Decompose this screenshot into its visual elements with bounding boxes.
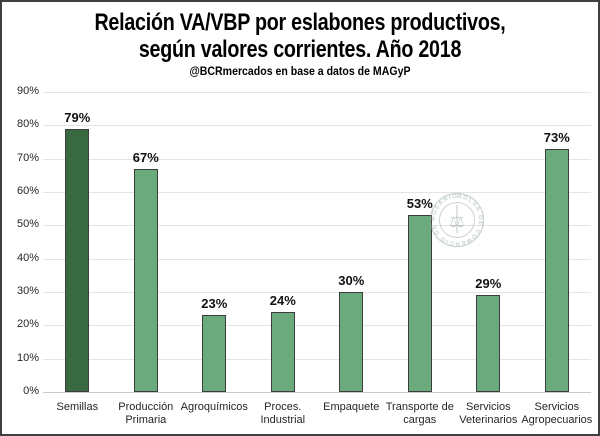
- bar-value-label-Proces. Industrial: 24%: [269, 293, 296, 308]
- bar-value-label-Semillas: 79%: [64, 109, 91, 125]
- gridline-60: [43, 192, 591, 193]
- x-tick-label-Servicios Agropecuarios: Servicios Agropecuarios: [521, 401, 593, 426]
- x-tick-label-Proces. Industrial: Proces. Industrial: [260, 401, 306, 426]
- chart-title-line-2: según valores corrientes. Año 2018: [138, 36, 462, 63]
- bar-Producción Primaria: [133, 168, 158, 392]
- gridline-90: [43, 92, 591, 93]
- chart-title: Relación VA/VBP por eslabones productivo…: [56, 9, 545, 63]
- bar-Servicios Agropecuarios: [544, 148, 569, 392]
- chart-subtitle: @BCRmercados en base a datos de MAGyP: [189, 64, 411, 78]
- bar-value-label-Agroquímicos: 23%: [201, 296, 228, 312]
- y-tick-label-70%: 70%: [16, 151, 39, 164]
- bar-value-label-Producción Primaria: 67%: [132, 149, 159, 165]
- y-tick-label-30%: 30%: [16, 285, 39, 297]
- x-tick-label-Servicios Veterinarios: Servicios Veterinarios: [459, 401, 518, 426]
- gridline-10: [43, 358, 591, 360]
- y-tick-label-20%: 20%: [16, 318, 39, 331]
- gridline-40: [43, 258, 591, 260]
- y-tick-label-80%: 80%: [16, 118, 39, 131]
- x-axis-line: [43, 392, 591, 393]
- seal-graphic: BOLSA DE COMERCIO DE ROSARIO · ⚖: [416, 179, 485, 248]
- chart-title-line-1: Relación VA/VBP por eslabones productivo…: [94, 9, 506, 36]
- y-tick-label-40%: 40%: [16, 251, 39, 264]
- x-tick-label-Producción Primaria: Producción Primaria: [118, 401, 174, 426]
- bar-Proces. Industrial: [270, 312, 295, 392]
- y-tick-label-90%: 90%: [16, 85, 39, 97]
- gridline-30: [43, 292, 591, 293]
- scales-icon: ⚖: [449, 212, 464, 231]
- bar-Semillas: [65, 128, 90, 392]
- x-tick-label-Transporte de cargas: Transporte de cargas: [385, 401, 454, 426]
- y-tick-label-10%: 10%: [16, 351, 39, 364]
- gridline-70: [43, 158, 591, 160]
- bar-Empaquete: [339, 292, 364, 392]
- bar-Agroquímicos: [202, 315, 227, 392]
- bar-value-label-Empaquete: 30%: [338, 273, 365, 288]
- bar-Servicios Veterinarios: [476, 295, 501, 392]
- bar-value-label-Transporte de cargas: 53%: [406, 196, 433, 212]
- x-tick-label-Agroquímicos: Agroquímicos: [180, 401, 248, 413]
- gridline-80: [43, 125, 591, 127]
- gridline-50: [43, 225, 591, 227]
- x-tick-label-Semillas: Semillas: [56, 401, 99, 413]
- bar-Transporte de cargas: [407, 215, 432, 392]
- bolsa-comercio-rosario-seal-watermark: BOLSA DE COMERCIO DE ROSARIO · ⚖: [416, 179, 485, 248]
- gridline-20: [43, 325, 591, 327]
- x-tick-label-Empaquete: Empaquete: [323, 401, 380, 413]
- bar-value-label-Servicios Agropecuarios: 73%: [543, 129, 570, 145]
- y-tick-label-0%: 0%: [23, 385, 39, 397]
- y-tick-label-50%: 50%: [16, 218, 39, 231]
- y-tick-label-60%: 60%: [16, 185, 39, 197]
- bar-value-label-Servicios Veterinarios: 29%: [475, 276, 502, 292]
